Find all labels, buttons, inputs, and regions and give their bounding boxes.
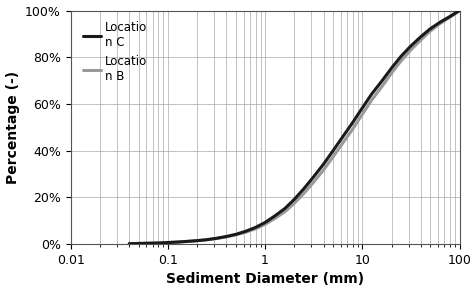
Locatio
n B bbox=[397, 59, 403, 63]
Locatio
n B bbox=[194, 239, 199, 242]
Locatio
n C bbox=[436, 20, 442, 24]
Locatio
n C bbox=[155, 241, 161, 245]
Locatio
n C bbox=[145, 241, 151, 245]
Locatio
n C bbox=[426, 27, 432, 31]
Locatio
n B bbox=[165, 241, 170, 244]
Locatio
n C bbox=[310, 175, 316, 179]
Locatio
n C bbox=[262, 221, 268, 224]
Locatio
n C bbox=[368, 92, 374, 96]
Locatio
n C bbox=[349, 121, 355, 124]
Locatio
n B bbox=[223, 235, 229, 239]
Locatio
n B bbox=[320, 168, 326, 172]
Locatio
n C bbox=[213, 237, 219, 240]
Locatio
n C bbox=[242, 230, 248, 233]
Locatio
n B bbox=[310, 180, 316, 184]
Locatio
n B bbox=[252, 227, 258, 230]
Locatio
n B bbox=[339, 141, 345, 145]
Locatio
n C bbox=[397, 55, 403, 58]
Locatio
n B bbox=[300, 192, 306, 195]
Locatio
n C bbox=[446, 15, 452, 18]
Locatio
n C bbox=[203, 238, 209, 241]
Locatio
n B bbox=[368, 98, 374, 102]
Locatio
n B bbox=[281, 210, 287, 213]
Locatio
n C bbox=[271, 214, 277, 218]
Locatio
n C bbox=[252, 226, 258, 229]
Locatio
n B bbox=[185, 240, 190, 243]
Locatio
n C bbox=[174, 240, 180, 244]
Locatio
n B bbox=[174, 240, 180, 244]
Line: Locatio
n B: Locatio n B bbox=[129, 11, 458, 244]
Locatio
n B bbox=[378, 84, 384, 88]
Locatio
n C bbox=[359, 106, 365, 110]
Locatio
n B bbox=[436, 22, 442, 25]
Locatio
n B bbox=[203, 238, 209, 241]
Locatio
n C bbox=[165, 241, 170, 244]
Locatio
n B bbox=[426, 29, 432, 33]
Locatio
n B bbox=[407, 48, 413, 52]
Locatio
n C bbox=[194, 239, 199, 242]
X-axis label: Sediment Diameter (mm): Sediment Diameter (mm) bbox=[166, 272, 363, 286]
Locatio
n C bbox=[291, 198, 297, 201]
Locatio
n C bbox=[232, 233, 238, 236]
Locatio
n B bbox=[359, 112, 365, 116]
Locatio
n B bbox=[145, 241, 151, 245]
Locatio
n C bbox=[320, 162, 326, 166]
Locatio
n B bbox=[417, 38, 423, 42]
Locatio
n B bbox=[291, 201, 297, 205]
Locatio
n B bbox=[242, 230, 248, 234]
Locatio
n C bbox=[281, 207, 287, 210]
Locatio
n B bbox=[262, 223, 268, 226]
Locatio
n C bbox=[456, 9, 461, 12]
Y-axis label: Percentage (-): Percentage (-) bbox=[6, 71, 20, 184]
Locatio
n C bbox=[417, 35, 423, 39]
Legend: Locatio
n C, Locatio
n B: Locatio n C, Locatio n B bbox=[80, 19, 149, 86]
Locatio
n B bbox=[155, 241, 161, 245]
Locatio
n B bbox=[271, 217, 277, 220]
Locatio
n C bbox=[223, 235, 229, 238]
Locatio
n C bbox=[339, 135, 345, 138]
Locatio
n B bbox=[213, 237, 219, 240]
Line: Locatio
n C: Locatio n C bbox=[129, 11, 458, 244]
Locatio
n C bbox=[126, 242, 132, 246]
Locatio
n B bbox=[232, 233, 238, 237]
Locatio
n B bbox=[446, 15, 452, 19]
Locatio
n B bbox=[126, 242, 132, 246]
Locatio
n B bbox=[456, 9, 461, 12]
Locatio
n C bbox=[407, 44, 413, 48]
Locatio
n B bbox=[329, 155, 335, 159]
Locatio
n C bbox=[329, 149, 335, 152]
Locatio
n C bbox=[185, 240, 190, 243]
Locatio
n B bbox=[349, 127, 355, 131]
Locatio
n B bbox=[388, 72, 394, 75]
Locatio
n C bbox=[136, 242, 141, 245]
Locatio
n C bbox=[300, 187, 306, 191]
Locatio
n B bbox=[136, 242, 141, 245]
Locatio
n C bbox=[388, 66, 394, 70]
Locatio
n C bbox=[378, 79, 384, 82]
